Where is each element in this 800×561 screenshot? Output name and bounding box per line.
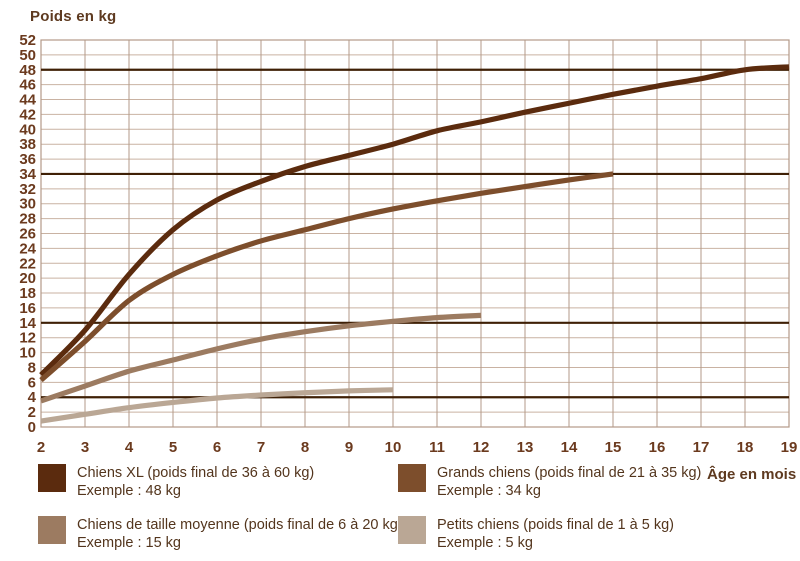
y-tick-label: 50 [19,47,36,64]
curve-chiens-xl [39,64,790,377]
y-tick-label: 34 [19,166,36,183]
y-tick-label: 12 [19,330,36,347]
y-axis-title: Poids en kg [30,8,117,25]
legend-item-petits-chiens: Petits chiens (poids final de 1 à 5 kg) … [398,516,674,552]
y-tick-label: 2 [28,404,36,421]
x-tick-label: 13 [517,439,534,456]
y-tick-label: 38 [19,136,36,153]
y-tick-label: 8 [28,359,36,376]
x-tick-label: 19 [781,439,798,456]
legend-example: Exemple : 5 kg [437,535,533,551]
y-tick-label: 46 [19,77,36,94]
y-tick-label: 10 [19,345,36,362]
y-tick-label: 30 [19,196,36,213]
legend-label: Chiens de taille moyenne (poids final de… [77,517,403,533]
x-tick-label: 14 [561,439,578,456]
y-tick-label: 42 [19,106,36,123]
x-tick-label: 10 [385,439,402,456]
legend-swatch-grands-chiens [398,464,426,492]
legend-text-petits-chiens: Petits chiens (poids final de 1 à 5 kg) … [437,516,674,552]
y-tick-label: 26 [19,226,36,243]
y-tick-label: 44 [19,92,36,109]
x-tick-label: 6 [213,439,221,456]
x-tick-label: 9 [345,439,353,456]
legend-label: Grands chiens (poids final de 21 à 35 kg… [437,465,702,481]
y-tick-label: 0 [28,419,36,436]
legend-example: Exemple : 15 kg [77,535,181,551]
y-tick-label: 18 [19,285,36,302]
y-tick-label: 52 [19,32,36,49]
x-tick-label: 12 [473,439,490,456]
y-tick-label: 48 [19,62,36,79]
legend-example: Exemple : 48 kg [77,483,181,499]
legend-item-chiens-xl: Chiens XL (poids final de 36 à 60 kg) Ex… [38,464,314,500]
curve-chiens-de-taille-moyenne [40,312,482,404]
curve-petits-chiens [40,387,394,424]
x-axis-title: Âge en mois [707,466,797,483]
legend-text-grands-chiens: Grands chiens (poids final de 21 à 35 kg… [437,464,701,500]
legend-text-chiens-moyens: Chiens de taille moyenne (poids final de… [77,516,403,552]
legend-swatch-petits-chiens [398,516,426,544]
y-tick-label: 32 [19,181,36,198]
x-tick-label: 8 [301,439,309,456]
y-tick-label: 40 [19,121,36,138]
legend-example: Exemple : 34 kg [437,483,541,499]
x-tick-label: 3 [81,439,89,456]
growth-chart-canvas: 0246810121416182022242628303234363840424… [19,32,798,456]
y-tick-label: 16 [19,300,36,317]
x-tick-label: 7 [257,439,265,456]
legend-label: Chiens XL (poids final de 36 à 60 kg) [77,465,315,481]
y-tick-label: 22 [19,255,36,272]
y-tick-label: 24 [19,240,36,257]
x-tick-label: 2 [37,439,45,456]
y-tick-label: 6 [28,374,36,391]
y-tick-label: 4 [28,389,37,406]
plot-border [40,39,790,428]
x-tick-label: 18 [737,439,754,456]
legend-swatch-chiens-moyens [38,516,66,544]
legend-item-chiens-moyens: Chiens de taille moyenne (poids final de… [38,516,403,552]
y-tick-label: 36 [19,151,36,168]
legend-item-grands-chiens: Grands chiens (poids final de 21 à 35 kg… [398,464,701,500]
legend-text-chiens-xl: Chiens XL (poids final de 36 à 60 kg) Ex… [77,464,314,500]
x-tick-label: 11 [429,439,445,456]
x-tick-label: 16 [649,439,666,456]
y-tick-label: 28 [19,211,36,228]
x-tick-label: 4 [125,439,134,456]
curve-grands-chiens [39,171,614,383]
legend-label: Petits chiens (poids final de 1 à 5 kg) [437,517,674,533]
x-tick-label: 15 [605,439,622,456]
legend-swatch-chiens-xl [38,464,66,492]
y-tick-label: 20 [19,270,36,287]
x-tick-label: 5 [169,439,177,456]
y-tick-label: 14 [19,315,36,332]
x-tick-label: 17 [693,439,710,456]
